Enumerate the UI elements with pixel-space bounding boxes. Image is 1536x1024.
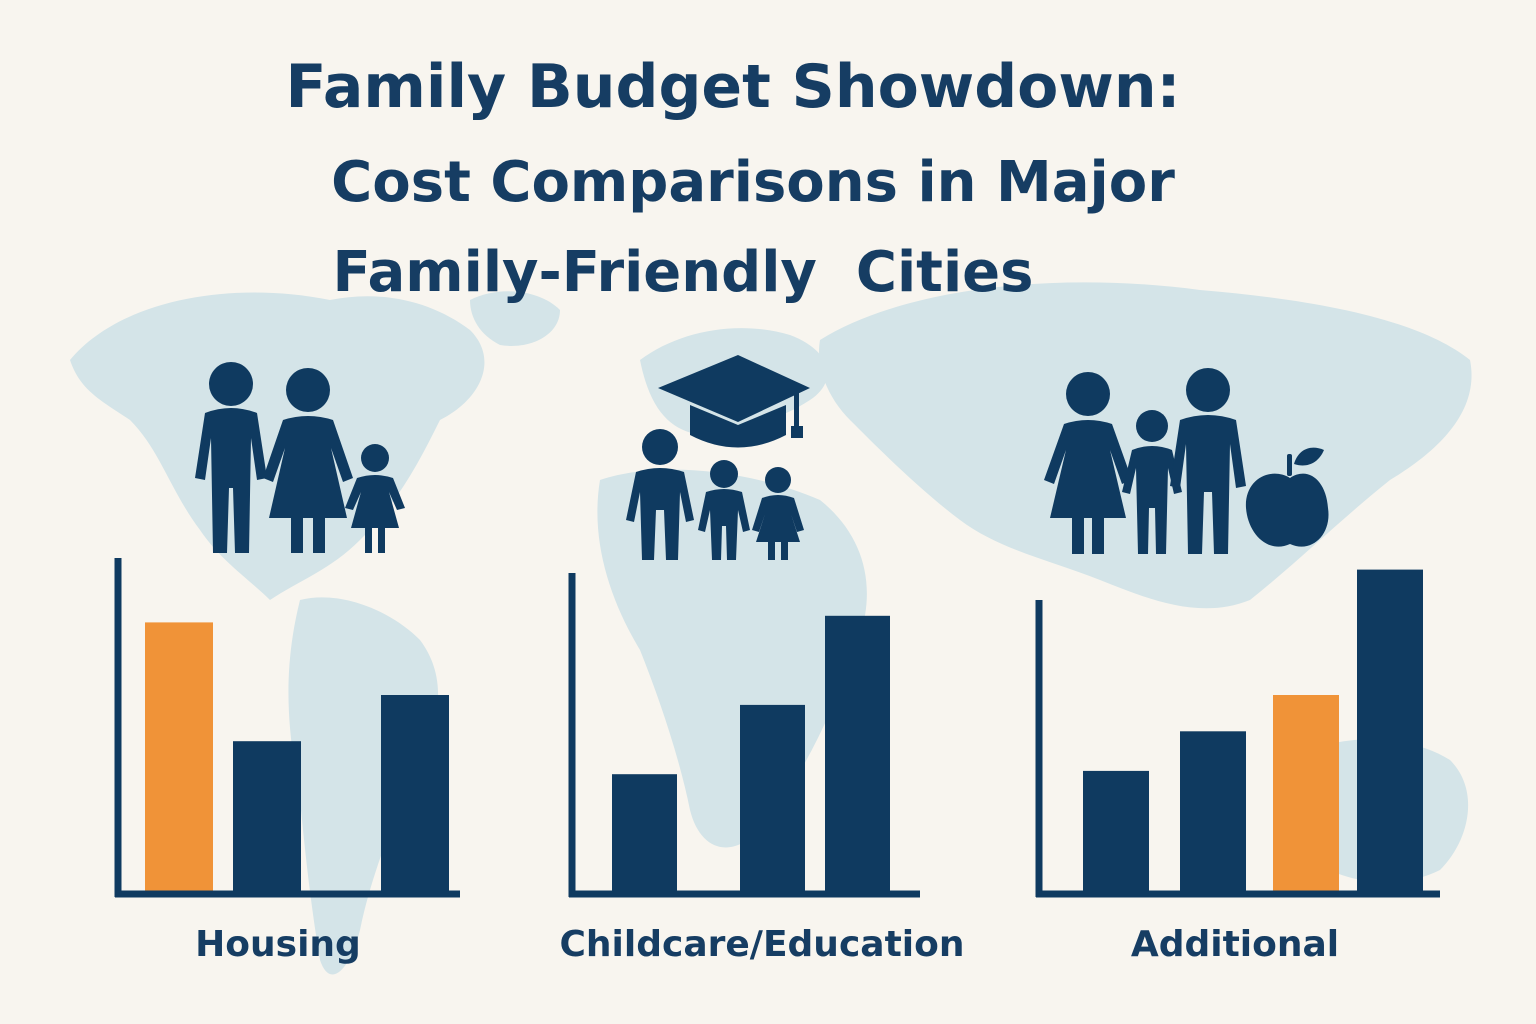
bar-1-2 — [233, 741, 301, 893]
bar-chart-1 — [114, 558, 460, 898]
graduation-cap-children-icon — [626, 355, 810, 560]
south-america-shape — [288, 597, 439, 975]
bar-chart-3 — [1035, 569, 1440, 898]
greenland-shape — [470, 291, 560, 346]
title-line-2: Cost Comparisons in Major — [331, 150, 1175, 215]
bar-1-1 — [145, 622, 213, 893]
bar-3-4 — [1357, 569, 1423, 893]
bar-2-2 — [740, 704, 805, 893]
panel-label-housing: Housing — [195, 924, 361, 965]
title-line-1: Family Budget Showdown: — [285, 52, 1181, 122]
bar-3-1 — [1083, 770, 1149, 893]
bar-3-3 — [1273, 695, 1339, 893]
title-line-3: Family-Friendly Cities — [332, 240, 1034, 305]
bar-1-3 — [381, 695, 449, 893]
family-apple-icon — [1044, 368, 1329, 554]
bar-2-3 — [825, 615, 890, 893]
bar-2-1 — [612, 774, 677, 893]
panel-label-additional: Additional — [1130, 924, 1340, 965]
chart-title: Family Budget Showdown: Cost Comparisons… — [0, 0, 1536, 310]
bar-3-2 — [1180, 731, 1246, 893]
panel-label-childcare: Childcare/Education — [559, 924, 965, 965]
family-icon — [195, 362, 405, 553]
bar-chart-2 — [568, 573, 920, 898]
